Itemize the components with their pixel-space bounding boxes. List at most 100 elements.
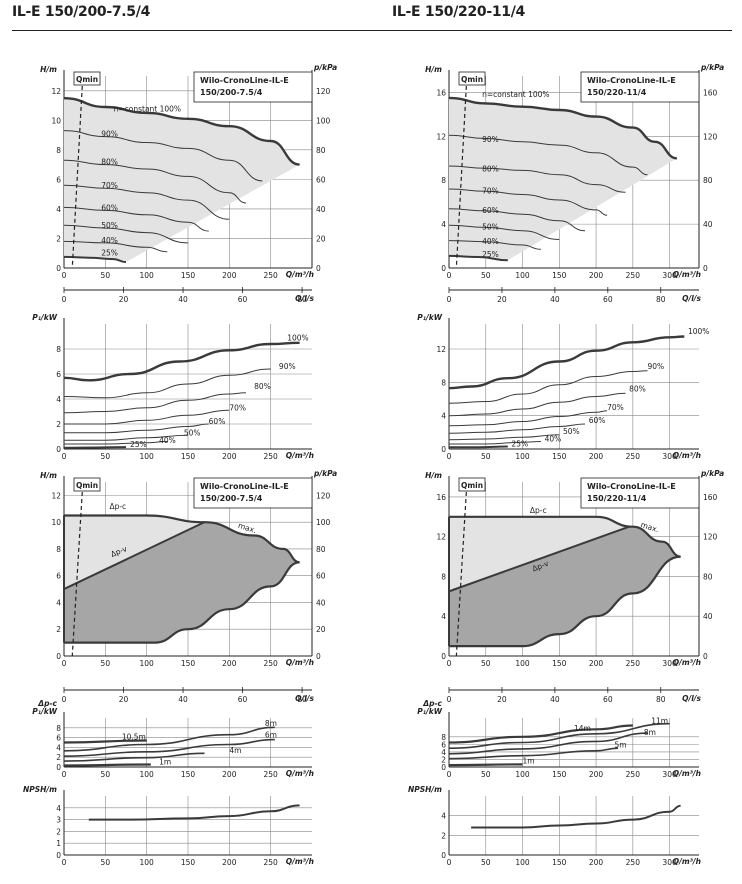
right-control-y2label: p/kPa	[700, 469, 724, 478]
right-cpower-curve-14m	[448, 724, 633, 744]
left-power-label-40pct: 40%	[159, 436, 176, 445]
right-power-xtick-label: 150	[552, 452, 567, 461]
left-npsh-xtick-label: 200	[222, 858, 237, 867]
left-control-ytick-label: 8	[56, 545, 61, 554]
right-speed-xtick-label: 200	[589, 271, 604, 280]
left-speed-curve-70pct	[63, 184, 230, 220]
right-cpower-ytick-label: 8	[441, 733, 446, 742]
left-control-x2tick-label: 20	[119, 695, 129, 704]
left-control-x2tick-label: 60	[238, 695, 248, 704]
right-speed-ytick-label: 12	[436, 132, 446, 141]
right-speed-label-90pct: 90%	[482, 135, 499, 144]
left-control-title-line2: 150/200-7.5/4	[200, 494, 263, 503]
right-control-min-curve	[449, 555, 681, 648]
left-control-y2tick-label: 0	[316, 652, 321, 661]
left-npsh-ylabel: NPSH/m	[23, 785, 57, 794]
right-power-label-60pct: 60%	[589, 416, 606, 425]
right-power-ytick-label: 0	[441, 445, 446, 454]
left-power-ytick-label: 2	[56, 420, 61, 429]
left-control-ytick-label: 6	[56, 572, 61, 581]
header-rule	[12, 30, 732, 31]
left-power-curve-60pct	[64, 423, 209, 434]
left-cpower-xtick-label: 50	[101, 770, 111, 779]
left-control-title-line1: Wilo-CronoLine-IL-E	[200, 482, 289, 491]
right-control-title-line2: 150/220-11/4	[587, 494, 647, 503]
left-speed-y2tick-label: 0	[316, 264, 321, 273]
right-npsh-xtick-label: 100	[515, 858, 530, 867]
left-control-ylabel: H/m	[40, 471, 57, 480]
right-cpower-xtick-label: 300	[662, 770, 677, 779]
left-control-qmin-line	[71, 491, 83, 657]
left-speed-ytick-label: 0	[56, 264, 61, 273]
left-speed-title-line2: 150/200-7.5/4	[200, 88, 263, 97]
left-control-y2tick-label: 40	[316, 598, 326, 607]
right-speed-xtick-label: 100	[515, 271, 530, 280]
left-speed-ytick-label: 8	[56, 146, 61, 155]
right-cpower-label-11m: 11m	[651, 716, 668, 725]
right-control-dp-v-area	[449, 526, 681, 647]
right-speed-xlabel: Q/m³/h	[673, 270, 701, 279]
left-control-dp-v-line	[63, 521, 205, 590]
right-control-y2tick-label: 160	[703, 493, 718, 502]
right-control-qmin-line	[455, 491, 467, 657]
left-speed-label-80pct: 80%	[101, 158, 118, 167]
right-npsh-xlabel: Q/m³/h	[673, 857, 701, 866]
left-speed-y2tick-label: 80	[316, 146, 326, 155]
left-npsh-ytick-label: 1	[56, 839, 61, 848]
right-speed-ytick-label: 4	[441, 220, 446, 229]
right-speed-qmin-label: Qmin	[461, 75, 483, 84]
left-cpower-ytick-label: 8	[56, 724, 61, 733]
left-npsh-xtick-label: 100	[140, 858, 155, 867]
left-cpower-label-10-5m: 10.5m	[122, 733, 146, 742]
left-control-dp-c-label: Δp-c	[109, 502, 126, 511]
left-cpower-curve-8m	[63, 726, 275, 752]
left-power-label-60pct: 60%	[209, 417, 226, 426]
left-control-ytick-label: 2	[56, 625, 61, 634]
right-control-ylabel: H/m	[425, 471, 442, 480]
left-speed-label-70pct: 70%	[101, 181, 118, 190]
right-speed-x2label: Q/l/s	[682, 294, 701, 303]
left-cpower-ytick-label: 4	[56, 743, 61, 752]
left-power-xlabel: Q/m³/h	[286, 451, 314, 460]
left-power-label-50pct: 50%	[184, 428, 201, 437]
right-control-x2tick-label: 40	[550, 695, 560, 704]
right-speed-ytick-label: 16	[436, 88, 446, 97]
right-speed-x2tick-label: 20	[497, 295, 507, 304]
left-control-min-curve	[63, 561, 300, 644]
left-speed-ytick-label: 12	[51, 87, 61, 96]
right-npsh-xtick-label: 200	[589, 858, 604, 867]
right-npsh-ylabel: NPSH/m	[408, 785, 442, 794]
right-cpower-ytick-label: 2	[441, 755, 446, 764]
left-cpower-ylabel: P₁/kW	[32, 707, 58, 716]
left-cpower-xtick-label: 150	[181, 770, 196, 779]
right-control-dp-c-label: Δp-c	[530, 506, 547, 515]
right-speed-curve-50pct	[448, 224, 560, 240]
left-speed-x2tick-label: 80	[297, 295, 307, 304]
right-speed-y2tick-label: 80	[703, 176, 713, 185]
left-speed-xtick-label: 100	[140, 271, 155, 280]
left-power-curve-100pct	[63, 341, 300, 382]
right-cpower-curve-1m	[448, 763, 523, 767]
left-cpower-ytick-label: 0	[56, 763, 61, 772]
right-power-xtick-label: 50	[481, 452, 491, 461]
left-power-label-70pct: 70%	[229, 403, 246, 412]
right-control-xtick-label: 50	[481, 659, 491, 668]
right-speed-operating-area	[449, 97, 677, 261]
right-speed-y2tick-label: 40	[703, 220, 713, 229]
left-power-ytick-label: 6	[56, 370, 61, 379]
left-control-y2tick-label: 80	[316, 545, 326, 554]
left-cpower-dpc-label: Δp-c	[37, 699, 57, 708]
right-speed-curve-70pct	[448, 188, 608, 216]
left-npsh-xtick-label: 250	[264, 858, 279, 867]
right-control-max-curve	[449, 515, 681, 558]
left-speed-curve-90pct	[63, 130, 263, 182]
left-npsh-ytick-label: 0	[56, 851, 61, 860]
left-control-x2tick-label: 80	[297, 695, 307, 704]
left-control-xtick-label: 150	[181, 659, 196, 668]
left-control-y2tick-label: 60	[316, 572, 326, 581]
left-power-xtick-label: 200	[222, 452, 237, 461]
left-cpower-xtick-label: 0	[62, 770, 67, 779]
left-control-y2label: p/kPa	[313, 469, 337, 478]
right-speed-label-80pct: 80%	[482, 164, 499, 173]
right-power-label-40pct: 40%	[545, 435, 562, 444]
